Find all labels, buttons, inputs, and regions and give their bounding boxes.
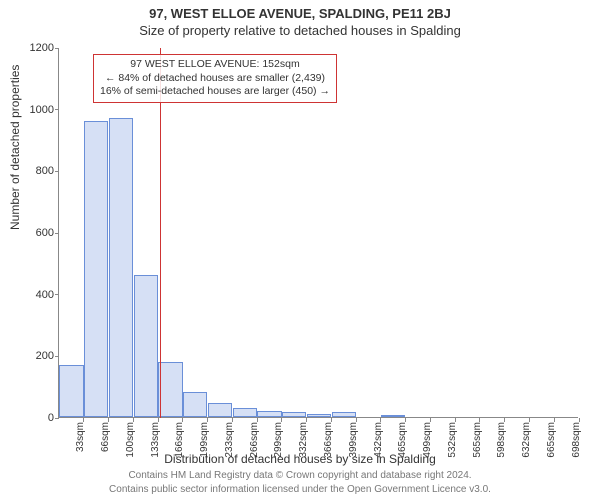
- y-tick-label: 0: [48, 412, 54, 424]
- histogram-bar: [282, 412, 306, 417]
- histogram-bar: [307, 414, 331, 417]
- y-tick-mark: [55, 171, 59, 172]
- y-tick-label: 1200: [30, 42, 54, 54]
- y-tick-mark: [55, 233, 59, 234]
- annotation-callout: 97 WEST ELLOE AVENUE: 152sqm← 84% of det…: [93, 54, 337, 103]
- x-axis-label: Distribution of detached houses by size …: [0, 452, 600, 466]
- histogram-bar: [233, 408, 257, 417]
- y-tick-mark: [55, 109, 59, 110]
- annotation-line: 16% of semi-detached houses are larger (…: [100, 85, 330, 99]
- y-tick-label: 600: [36, 227, 54, 239]
- y-tick-mark: [55, 294, 59, 295]
- histogram-bar: [109, 118, 133, 417]
- property-marker-line: [160, 48, 161, 418]
- histogram-bar: [134, 275, 158, 417]
- footer-copyright-2: Contains public sector information licen…: [0, 484, 600, 495]
- y-tick-label: 200: [36, 350, 54, 362]
- histogram-bar: [257, 411, 281, 417]
- page-title: 97, WEST ELLOE AVENUE, SPALDING, PE11 2B…: [0, 0, 600, 21]
- histogram-bar: [59, 365, 83, 417]
- histogram-bar: [183, 392, 207, 417]
- y-axis-label: Number of detached properties: [8, 65, 22, 230]
- histogram-bar: [332, 412, 356, 417]
- annotation-line: ← 84% of detached houses are smaller (2,…: [100, 72, 330, 86]
- y-tick-mark: [55, 48, 59, 49]
- y-tick-label: 800: [36, 165, 54, 177]
- y-tick-label: 400: [36, 289, 54, 301]
- y-tick-mark: [55, 418, 59, 419]
- histogram-bar: [381, 415, 405, 417]
- histogram-bar: [158, 362, 182, 418]
- histogram-bar: [84, 121, 108, 417]
- footer-copyright-1: Contains HM Land Registry data © Crown c…: [0, 470, 600, 481]
- annotation-line: 97 WEST ELLOE AVENUE: 152sqm: [100, 58, 330, 72]
- chart-plot-area: 33sqm66sqm100sqm133sqm166sqm199sqm233sqm…: [58, 48, 578, 418]
- y-tick-mark: [55, 356, 59, 357]
- histogram-bar: [208, 403, 232, 417]
- y-tick-label: 1000: [30, 104, 54, 116]
- page-subtitle: Size of property relative to detached ho…: [0, 21, 600, 38]
